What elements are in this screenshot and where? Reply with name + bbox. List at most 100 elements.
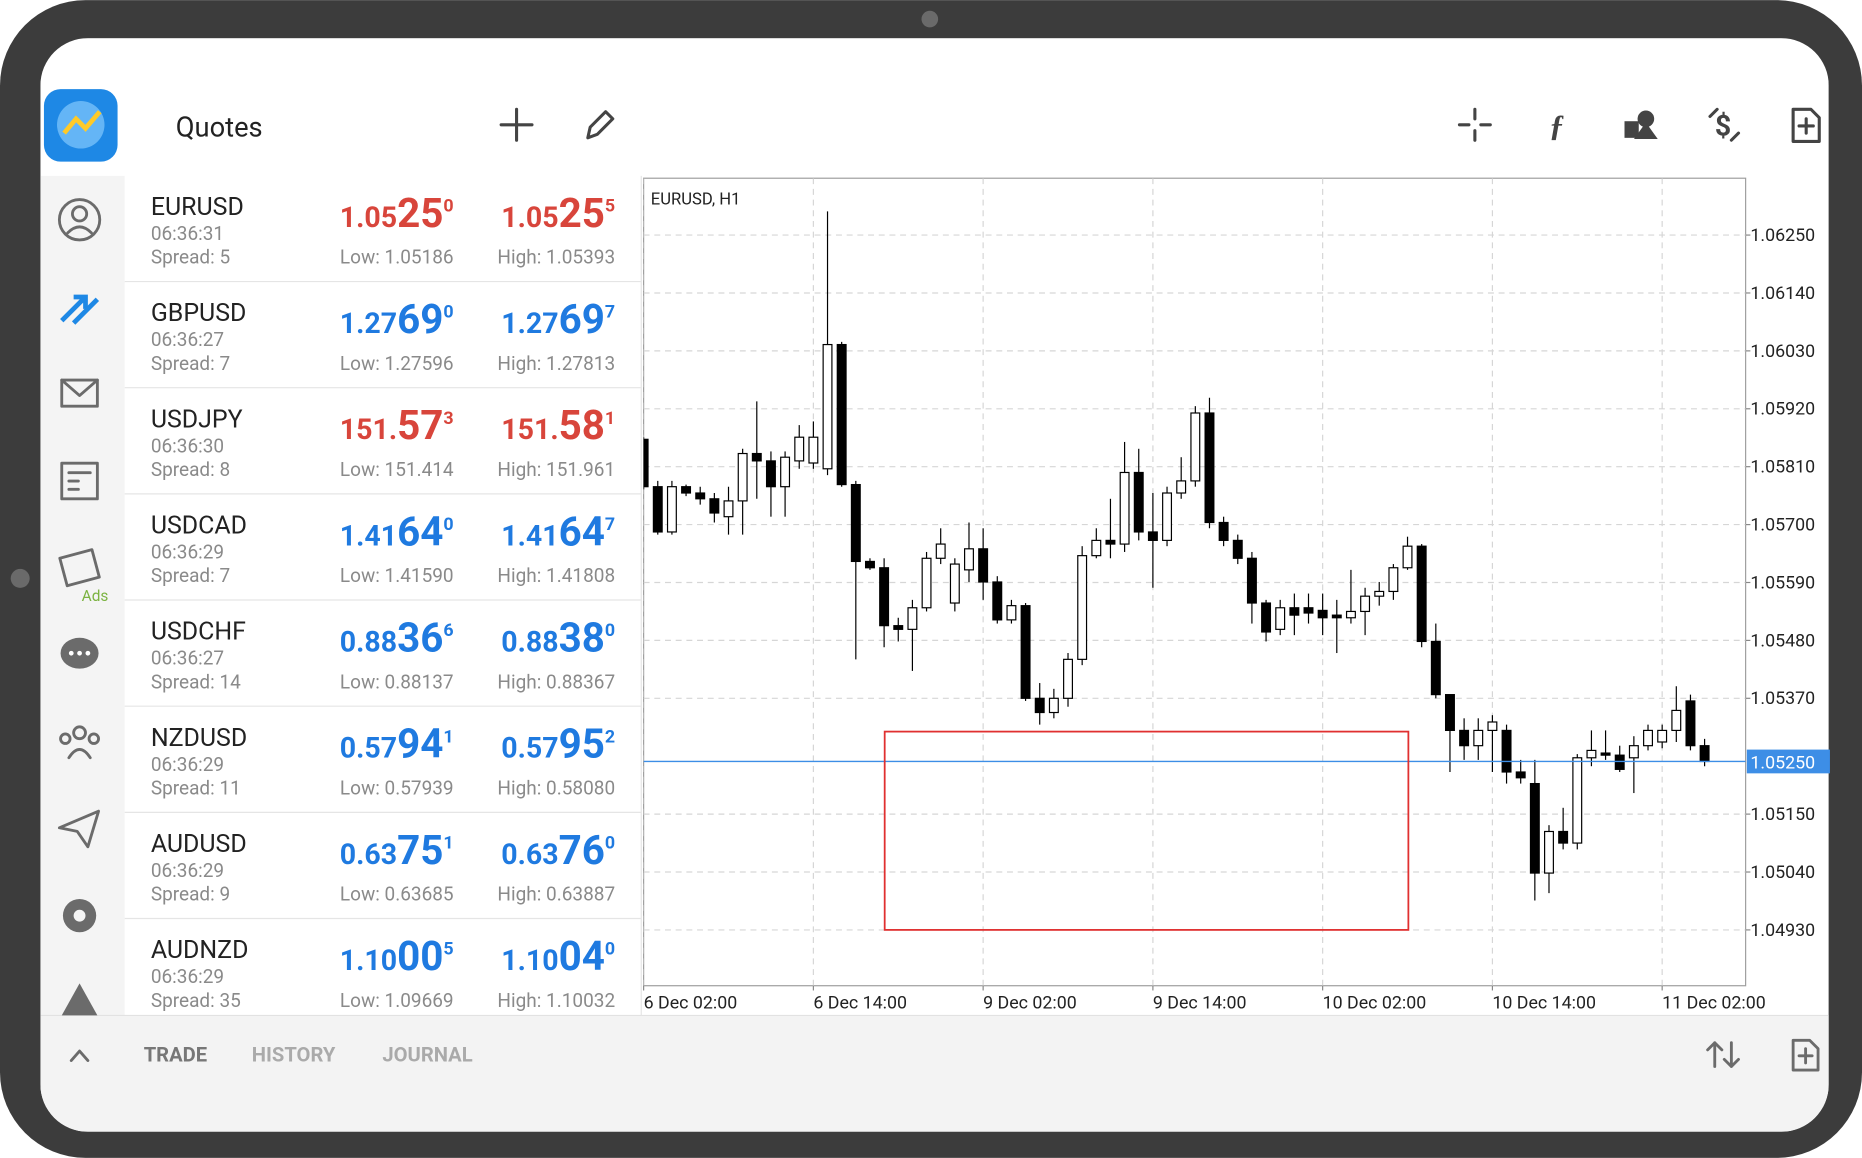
calendar-icon[interactable] [58, 548, 101, 588]
sort-button[interactable] [1706, 1041, 1740, 1068]
price-prefix: 0.63 [501, 838, 558, 871]
price-prefix: 0.57 [501, 732, 558, 765]
new-order-bottom-button[interactable] [1791, 1038, 1820, 1072]
account-icon[interactable] [57, 198, 102, 242]
symbol: AUDNZD [151, 936, 249, 965]
candle-body [1628, 745, 1639, 759]
tab[interactable]: JOURNAL [382, 1043, 472, 1067]
camera [921, 10, 939, 28]
current-price-box [1746, 749, 1830, 774]
app-icon[interactable] [43, 89, 118, 162]
price-point: 1 [443, 726, 453, 747]
y-tick-label: 1.05700 [1750, 515, 1815, 536]
high: High: 0.88367 [497, 670, 615, 693]
new-order-button[interactable] [1791, 107, 1821, 143]
trade-icon[interactable]: $ [1715, 109, 1731, 142]
crosshair-button[interactable] [1457, 107, 1492, 142]
high: High: 1.05393 [497, 246, 615, 269]
candle-body [1402, 545, 1413, 569]
high: High: 151.961 [497, 458, 615, 481]
candle-body [1586, 749, 1597, 759]
candle-body [1643, 729, 1653, 747]
candle-body [1020, 605, 1031, 699]
candle-body [1430, 640, 1441, 696]
indicators-button[interactable]: ƒ [1549, 107, 1564, 142]
candle-body [643, 438, 649, 488]
chart-title: EURUSD, H1 [651, 190, 741, 209]
app-icon-line [62, 110, 102, 135]
objects-button[interactable] [1624, 110, 1658, 140]
objects-triangle [1634, 122, 1658, 140]
price-prefix: 1.10 [340, 944, 397, 977]
telegram-icon[interactable] [57, 809, 100, 849]
candle-body [1246, 557, 1257, 604]
price-point: 5 [605, 195, 615, 216]
price-prefix: 151. [501, 413, 558, 446]
symbol: USDCAD [151, 512, 247, 541]
candle-body [1487, 721, 1498, 732]
candle-body [1600, 752, 1611, 756]
low: Low: 1.27596 [340, 352, 454, 375]
price-point: 0 [605, 620, 615, 641]
price-pips: 95 [559, 721, 605, 768]
price: 1.41647 [501, 508, 615, 555]
tradays-icon[interactable] [61, 983, 98, 1016]
spread: Spread: 14 [151, 670, 241, 693]
price: 151.581 [501, 402, 615, 449]
x-tick-label: 10 Dec 02:00 [1323, 992, 1427, 1013]
price-prefix: 0.57 [340, 732, 397, 765]
symbol: USDCHF [151, 618, 246, 647]
candle-body [1544, 830, 1554, 874]
settings-icon[interactable] [62, 899, 97, 933]
candle-body [1261, 602, 1272, 633]
candle-body [794, 436, 805, 462]
candle-body [1119, 471, 1130, 545]
tab[interactable]: HISTORY [252, 1043, 336, 1067]
news-icon[interactable] [60, 461, 99, 501]
candle-body [1444, 694, 1455, 732]
chat-icon[interactable] [60, 637, 99, 669]
quote-time: 06:36:31 [151, 222, 224, 245]
symbol: GBPUSD [151, 299, 247, 328]
expand-button[interactable] [69, 1049, 90, 1062]
community-icon[interactable] [59, 725, 100, 760]
candle-body [921, 557, 932, 609]
add-symbol-button[interactable] [499, 107, 534, 142]
sidebar: Ads [57, 198, 108, 1016]
candle-body [1657, 729, 1668, 743]
price: 1.05255 [501, 190, 615, 237]
price: 0.63760 [501, 827, 615, 874]
candle-body [1515, 771, 1526, 779]
y-tick-label: 1.06140 [1750, 283, 1815, 304]
candle-body [652, 486, 663, 533]
price: 151.573 [340, 402, 454, 449]
trade-icon-active[interactable] [60, 294, 100, 325]
candle-body [1416, 545, 1427, 643]
high: High: 0.58080 [497, 777, 615, 800]
candle-body [1473, 729, 1484, 747]
mail-icon[interactable] [60, 378, 99, 408]
candle-body [907, 607, 918, 630]
candle-body [681, 486, 692, 494]
trade-button[interactable] [1708, 107, 1741, 142]
price-prefix: 0.88 [340, 626, 397, 659]
candle-body [1048, 697, 1059, 714]
price-pips: 25 [397, 190, 443, 237]
edit-button[interactable] [586, 110, 615, 140]
tab[interactable]: TRADE [144, 1043, 207, 1067]
high: High: 1.10032 [497, 989, 615, 1012]
price-pips: 64 [559, 508, 605, 555]
price-point: 7 [605, 302, 615, 323]
price-pips: 57 [397, 402, 443, 449]
y-tick-label: 1.05040 [1750, 862, 1815, 883]
candle-body [780, 456, 791, 488]
low: Low: 151.414 [340, 458, 454, 481]
